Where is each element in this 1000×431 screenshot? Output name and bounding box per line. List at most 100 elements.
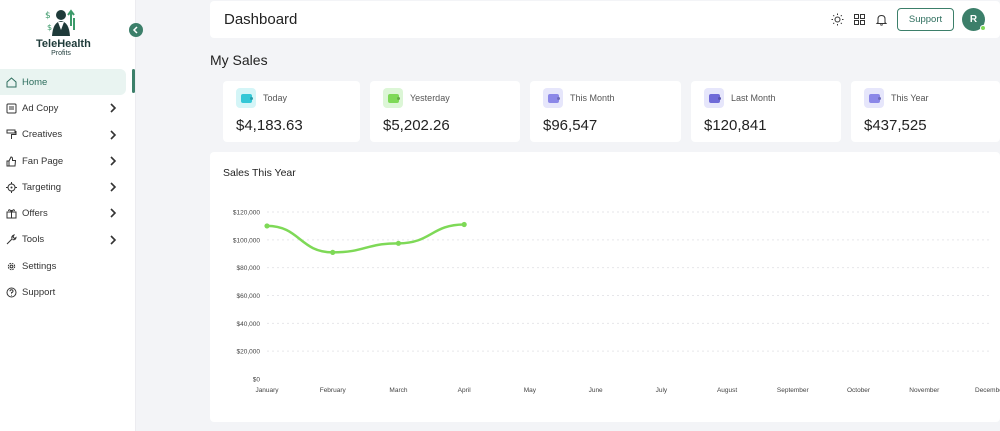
sales-line-chart: $0 $20,000 $40,000 $60,000 $80,000 $100,000 $1… — [233, 210, 1000, 395]
grid-icon[interactable] — [853, 13, 866, 26]
sidebar-item-fan-page[interactable]: Fan Page — [0, 148, 136, 174]
sidebar-item-label: Ad Copy — [22, 102, 59, 114]
page-title: Dashboard — [224, 11, 298, 28]
stat-value: $4,183.63 — [236, 117, 303, 134]
stat-value: $437,525 — [864, 117, 927, 134]
stat-card-last-month: Last Month $120,841 — [691, 81, 841, 142]
sidebar-item-label: Tools — [22, 234, 45, 246]
x-tick-label: September — [777, 387, 810, 394]
support-button[interactable]: Support — [897, 8, 954, 31]
stat-card-today: Today $4,183.63 — [223, 81, 360, 142]
x-tick-label: November — [909, 387, 940, 394]
sidebar-item-label: Creatives — [22, 129, 63, 141]
sidebar-item-settings[interactable]: Settings — [0, 253, 136, 279]
sales-chart-panel: Sales This Year $0 $20,000 $40,000 $60,000 $… — [210, 152, 1000, 422]
chevron-right-icon — [110, 103, 117, 113]
wrench-icon — [6, 234, 17, 245]
x-tick-label: August — [717, 387, 737, 394]
brand-subtitle: Profits — [51, 50, 71, 57]
online-status-dot — [980, 25, 986, 31]
avatar[interactable]: R — [962, 8, 986, 31]
brand-logo[interactable]: $ $ TeleHealth Profits — [36, 6, 91, 57]
sidebar-item-label: Settings — [22, 260, 57, 272]
x-tick-label: July — [656, 387, 668, 394]
y-tick-label: $20,000 — [237, 349, 261, 356]
data-point — [395, 240, 402, 246]
stat-value: $96,547 — [543, 117, 598, 134]
target-icon — [6, 181, 17, 193]
collapse-sidebar-button[interactable] — [129, 23, 143, 37]
stat-label: Last Month — [731, 93, 776, 103]
wallet-icon — [383, 88, 403, 108]
x-tick-label: April — [458, 387, 472, 394]
sidebar-item-label: Home — [22, 76, 48, 88]
wallet-icon — [236, 88, 256, 108]
sun-icon[interactable] — [831, 13, 844, 26]
x-tick-label: October — [847, 387, 871, 394]
x-tick-label: May — [524, 387, 537, 394]
wallet-icon — [704, 88, 724, 108]
stat-label: This Year — [891, 93, 929, 103]
sidebar-item-creatives[interactable]: Creatives — [0, 122, 136, 148]
series-line — [265, 223, 466, 254]
stat-label: Yesterday — [410, 93, 450, 103]
y-tick-label: $60,000 — [237, 293, 261, 300]
top-header: Dashboard Support R — [210, 1, 1000, 38]
section-title: My Sales — [210, 52, 268, 68]
x-tick-label: February — [320, 387, 347, 394]
avatar-initial: R — [969, 14, 978, 25]
chevron-right-icon — [110, 130, 117, 140]
document-icon — [6, 103, 17, 114]
data-point — [330, 249, 336, 255]
wallet-icon — [864, 88, 884, 108]
sidebar-item-label: Targeting — [22, 181, 62, 193]
chevron-right-icon — [110, 208, 117, 219]
y-tick-label: $0 — [253, 377, 261, 384]
bell-icon[interactable] — [875, 13, 888, 26]
wallet-icon — [543, 88, 563, 108]
y-tick-label: $40,000 — [237, 321, 261, 328]
stat-card-this-year: This Year $437,525 — [851, 81, 1000, 142]
y-tick-label: $80,000 — [237, 265, 261, 272]
chart-title: Sales This Year — [223, 167, 296, 179]
home-icon — [6, 76, 17, 88]
svg-text:$: $ — [47, 23, 52, 32]
sidebar-item-label: Fan Page — [22, 155, 64, 167]
stat-label: Today — [263, 93, 288, 103]
chevron-left-icon — [132, 26, 138, 34]
sidebar-item-support[interactable]: Support — [0, 279, 136, 305]
sidebar-item-home[interactable]: Home — [0, 69, 126, 96]
stat-value: $5,202.26 — [383, 117, 450, 134]
stat-card-this-month: This Month $96,547 — [530, 81, 681, 142]
gift-icon — [6, 208, 17, 219]
x-tick-label: March — [389, 387, 407, 394]
sidebar-item-offers[interactable]: Offers — [0, 200, 136, 226]
data-point — [264, 223, 270, 229]
stat-label: This Month — [570, 93, 615, 103]
sidebar-item-label: Offers — [22, 208, 48, 220]
sidebar-item-ad-copy[interactable]: Ad Copy — [0, 95, 136, 121]
stat-card-yesterday: Yesterday $5,202.26 — [370, 81, 520, 142]
sidebar: $ $ TeleHealth Profits Home Ad Copy C — [0, 0, 143, 431]
x-tick-label: December — [975, 387, 1000, 394]
chevron-right-icon — [110, 156, 117, 166]
svg-text:$: $ — [45, 11, 51, 21]
stat-value: $120,841 — [704, 117, 767, 134]
sidebar-item-tools[interactable]: Tools — [0, 227, 136, 253]
data-point — [461, 221, 467, 228]
chevron-right-icon — [110, 182, 117, 192]
paint-roller-icon — [6, 129, 17, 140]
gear-icon — [6, 261, 17, 272]
y-tick-label: $120,000 — [233, 210, 260, 217]
sidebar-nav: Home Ad Copy Creatives Fan Page Targetin… — [0, 69, 136, 306]
brand-name: TeleHealth — [36, 38, 91, 50]
y-tick-label: $100,000 — [233, 237, 260, 244]
sidebar-item-label: Support — [22, 287, 56, 299]
sidebar-item-targeting[interactable]: Targeting — [0, 174, 136, 200]
x-tick-label: January — [255, 387, 279, 394]
x-tick-label: June — [589, 387, 603, 394]
doctor-logo-icon: $ $ — [43, 6, 79, 38]
active-indicator — [132, 69, 135, 93]
thumbs-up-icon — [6, 156, 17, 167]
chevron-right-icon — [110, 235, 117, 245]
